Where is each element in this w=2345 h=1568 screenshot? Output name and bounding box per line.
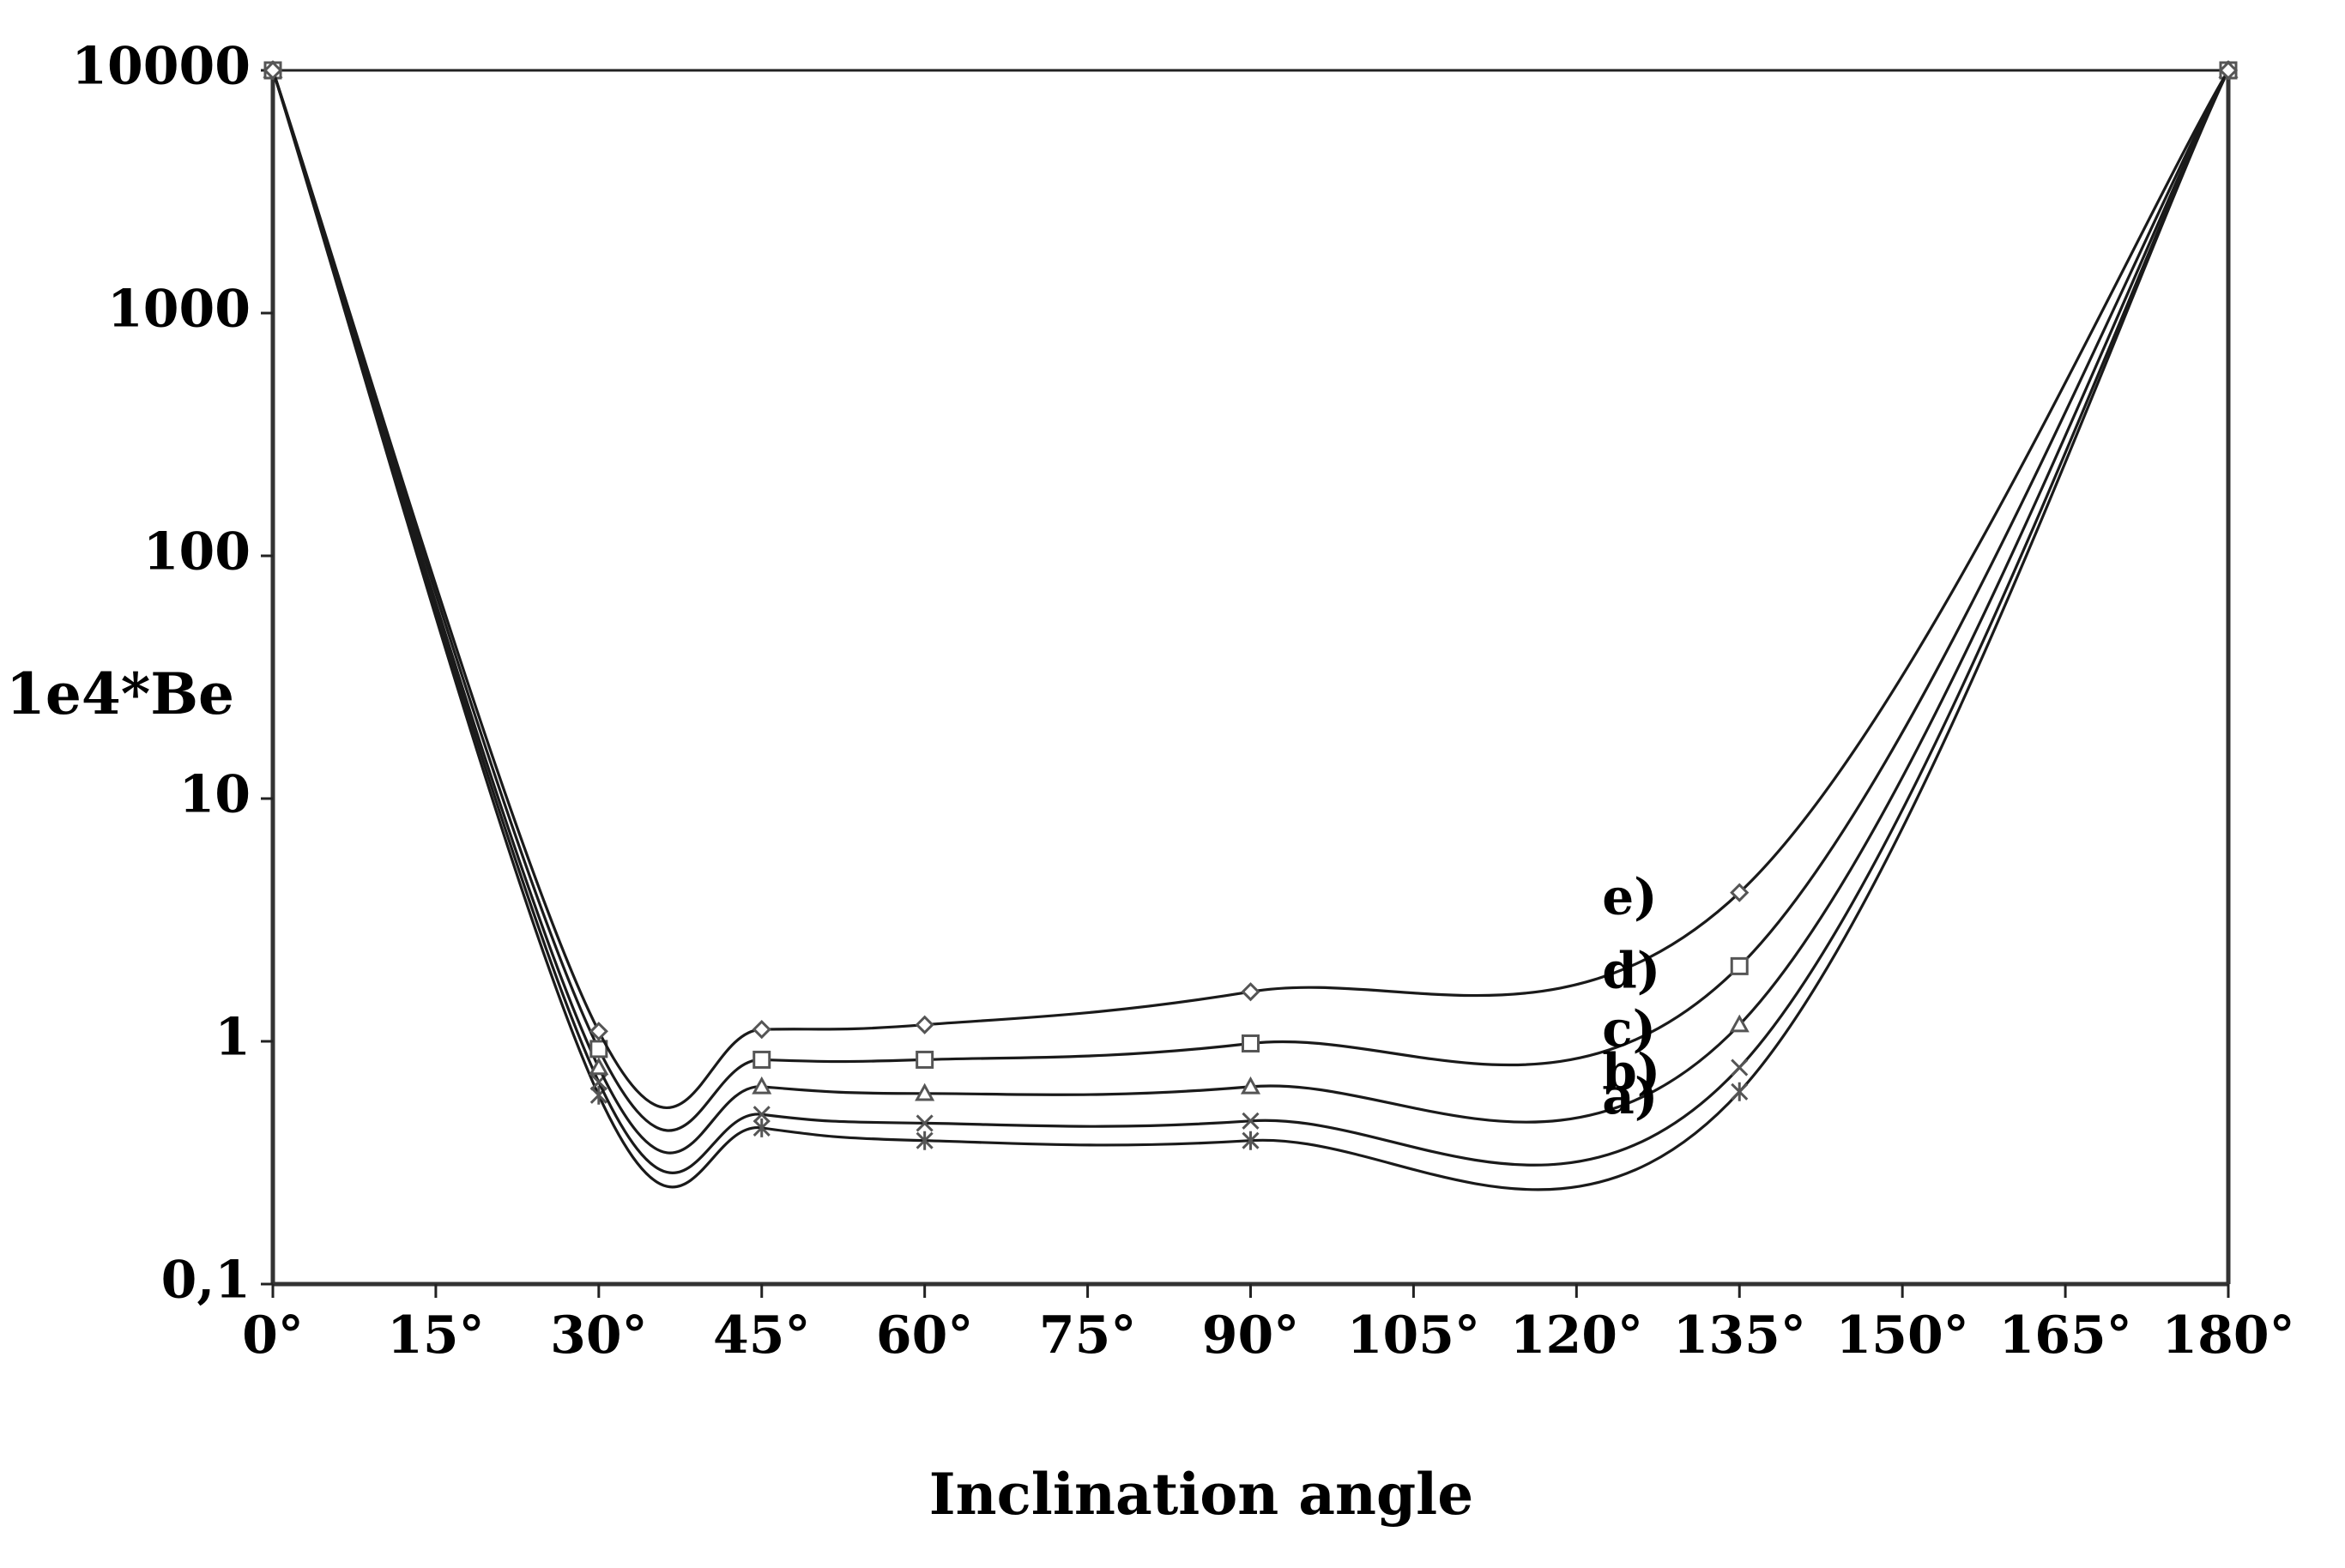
x-tick-label: 150° [1836,1306,1969,1366]
x-tick-label: 60° [876,1306,974,1366]
marker-diamond [1730,883,1750,902]
x-axis-title: Inclination angle [929,1461,1473,1528]
series-label: e) [1602,868,1657,926]
x-tick-label: 105° [1347,1306,1480,1366]
series-d [263,61,2238,1132]
marker-diamond [1241,982,1260,1002]
series-label: b) [1602,1043,1660,1101]
series-label: c) [1602,1000,1656,1058]
x-tick-label: 75° [1039,1306,1137,1366]
marker-diamond [915,1015,934,1034]
marker-star [752,1118,771,1137]
marker-x [752,1106,771,1124]
series-line [271,69,2230,1155]
marker-triangle [1729,1014,1750,1033]
y-tick-label: 100 [143,522,251,582]
y-axis-title: 1e4*Be [6,660,234,727]
x-tick-label: 135° [1673,1306,1806,1366]
y-tick-label: 10000 [71,37,251,97]
marker-triangle [752,1076,772,1095]
series-e [263,60,2239,1109]
x-tick-label: 0° [242,1306,304,1366]
series-line [271,69,2230,1132]
x-tick-label: 30° [550,1306,648,1366]
x-tick-label: 180° [2161,1306,2294,1366]
tick-labels: 10000 1000 100 10 1 0,10° 15° 30° 45° 60° 75° 90° 10… [71,37,2294,1366]
y-tick-label: 0,1 [161,1251,251,1311]
x-tick-label: 15° [387,1306,485,1366]
marker-square [916,1050,934,1069]
marker-x [916,1114,934,1132]
marker-triangle [915,1083,935,1101]
marker-square [1730,956,1749,975]
marker-x [1242,1112,1260,1130]
series-b [263,61,2238,1174]
marker-star [1731,1082,1749,1101]
marker-diamond [589,1022,608,1041]
marker-x [1731,1058,1749,1076]
x-tick-label: 165° [1998,1306,2131,1366]
series-a [263,61,2238,1191]
marker-star [1242,1131,1260,1150]
axes [261,69,2231,1298]
y-tick-label: 10 [179,765,251,825]
x-tick-label: 90° [1202,1306,1300,1366]
series-line [271,69,2230,1109]
series-line [271,69,2230,1191]
marker-square [752,1050,771,1069]
marker-square [589,1040,608,1058]
series-line [271,69,2230,1174]
marker-diamond [752,1019,771,1040]
x-tick-label: 120° [1510,1306,1643,1366]
y-tick-label: 1000 [107,280,251,340]
marker-triangle [589,1057,609,1076]
series-label: d) [1602,941,1660,999]
marker-triangle [1240,1076,1261,1095]
y-tick-label: 1 [215,1008,251,1068]
x-tick-label: 45° [713,1306,811,1366]
marker-star [916,1131,934,1150]
series-label: a) [1602,1067,1658,1125]
series-labels: a)b)c)d) e) [1602,868,1660,1125]
series-group [263,59,2239,1191]
marker-diamond [2218,60,2239,81]
marker-square [1242,1034,1260,1052]
marker-diamond [263,60,283,81]
